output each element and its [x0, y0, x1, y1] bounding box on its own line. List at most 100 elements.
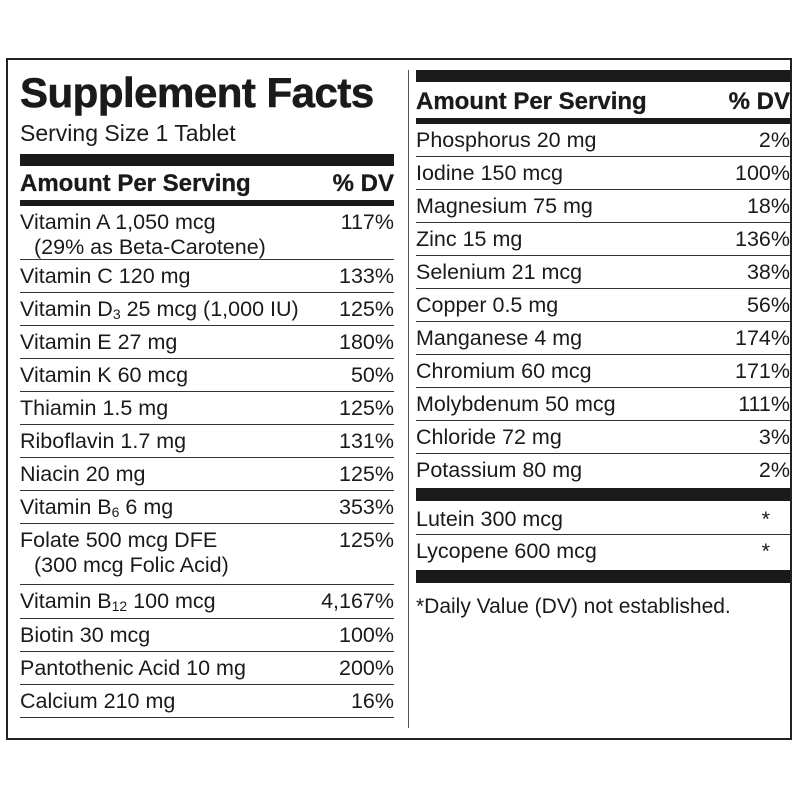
nutrient-dv: 2%	[758, 128, 790, 152]
nutrient-row: Vitamin E 27 mg 180%	[20, 326, 394, 359]
nutrient-dv: 125%	[339, 297, 394, 321]
nutrient-row: Vitamin C 120 mg 133%	[20, 260, 394, 293]
nutrient-dv: 100%	[735, 161, 790, 185]
nutrient-name: Vitamin K 60 mcg	[20, 363, 189, 387]
nutrient-dv: 111%	[738, 392, 790, 416]
thick-rule	[416, 70, 790, 82]
nutrient-dv: 56%	[746, 293, 790, 317]
nutrient-row: Iodine 150 mcg 100%	[416, 157, 790, 190]
nutrient-row: Molybdenum 50 mcg 111%	[416, 388, 790, 421]
nutrient-dv: 16%	[350, 689, 394, 713]
nutrient-name: Vitamin B6 6 mg	[20, 495, 174, 520]
nutrient-row: Vitamin A 1,050 mcg (29% as Beta-Caroten…	[20, 206, 394, 260]
nutrient-dv: 117%	[340, 210, 394, 234]
nutrient-row: Chromium 60 mcg 171%	[416, 355, 790, 388]
nutrient-row: Calcium 210 mg 16%	[20, 685, 394, 718]
amount-header: Amount Per Serving	[20, 170, 251, 197]
nutrient-name: Manganese 4 mg	[416, 326, 583, 350]
nutrient-dv: 125%	[339, 528, 394, 552]
nutrient-row: Vitamin D3 25 mcg (1,000 IU) 125%	[20, 293, 394, 326]
nutrient-dv: 50%	[350, 363, 394, 387]
nutrient-row: Selenium 21 mcg 38%	[416, 256, 790, 289]
column-header: Amount Per Serving % DV	[20, 166, 394, 200]
nutrient-row: Vitamin B12 100 mcg 4,167%	[20, 585, 394, 619]
nutrient-name: Niacin 20 mg	[20, 462, 146, 486]
nutrient-row: Potassium 80 mg 2%	[416, 454, 790, 485]
medium-rule	[20, 200, 394, 206]
nutrient-name: Riboflavin 1.7 mg	[20, 429, 187, 453]
right-column: Amount Per Serving % DV Phosphorus 20 mg…	[416, 60, 790, 619]
ingredient-name: Lutein 300 mcg	[416, 507, 564, 531]
nutrient-name: Potassium 80 mg	[416, 458, 583, 482]
dv-header: % DV	[332, 170, 394, 197]
serving-size: Serving Size 1 Tablet	[20, 120, 236, 146]
thick-rule	[20, 154, 394, 166]
nutrient-row: Thiamin 1.5 mg 125%	[20, 392, 394, 425]
other-ingredient-row: Lycopene 600 mcg *	[416, 535, 790, 568]
nutrient-name: Vitamin B12 100 mcg	[20, 589, 216, 614]
ingredient-dv: *	[761, 539, 770, 563]
nutrient-dv: 174%	[735, 326, 790, 350]
amount-header: Amount Per Serving	[416, 88, 647, 115]
other-ingredient-row: Lutein 300 mcg *	[416, 501, 790, 535]
nutrient-dv: 131%	[339, 429, 394, 453]
nutrient-dv: 200%	[339, 656, 394, 680]
supplement-facts-panel: Supplement Facts Serving Size 1 Tablet A…	[6, 58, 792, 740]
nutrient-dv: 18%	[746, 194, 790, 218]
nutrient-name: Molybdenum 50 mcg	[416, 392, 616, 416]
nutrient-name: Vitamin C 120 mg	[20, 264, 191, 288]
nutrient-name: Chloride 72 mg	[416, 425, 562, 449]
ingredient-dv: *	[761, 507, 770, 531]
nutrient-name: Pantothenic Acid 10 mg	[20, 656, 246, 680]
nutrient-dv: 353%	[339, 495, 394, 519]
thick-rule	[416, 570, 790, 583]
nutrient-dv: 4,167%	[321, 589, 394, 613]
nutrient-row: Pantothenic Acid 10 mg 200%	[20, 652, 394, 685]
nutrient-name: Magnesium 75 mg	[416, 194, 593, 218]
nutrient-row: Riboflavin 1.7 mg 131%	[20, 425, 394, 458]
nutrient-name: Calcium 210 mg	[20, 689, 176, 713]
nutrient-name: Vitamin E 27 mg	[20, 330, 178, 354]
nutrient-row: Zinc 15 mg 136%	[416, 223, 790, 256]
nutrient-row: Chloride 72 mg 3%	[416, 421, 790, 454]
nutrient-name: Iodine 150 mcg	[416, 161, 564, 185]
nutrient-name: Vitamin A 1,050 mcg	[20, 210, 216, 234]
panel-title: Supplement Facts	[20, 69, 375, 116]
nutrient-row: Biotin 30 mcg 100%	[20, 619, 394, 652]
ingredient-name: Lycopene 600 mcg	[416, 539, 597, 563]
nutrient-subnote: (300 mcg Folic Acid)	[34, 553, 229, 577]
nutrient-row: Niacin 20 mg 125%	[20, 458, 394, 491]
nutrient-dv: 171%	[735, 359, 790, 383]
nutrient-dv: 136%	[735, 227, 790, 251]
nutrient-dv: 125%	[339, 396, 394, 420]
nutrient-dv: 180%	[339, 330, 394, 354]
nutrient-dv: 125%	[339, 462, 394, 486]
nutrient-name: Thiamin 1.5 mg	[20, 396, 169, 420]
nutrient-dv: 3%	[758, 425, 790, 449]
dv-header: % DV	[728, 88, 790, 115]
nutrient-subnote: (29% as Beta-Carotene)	[34, 235, 266, 259]
nutrient-row: Manganese 4 mg 174%	[416, 322, 790, 355]
footnote: *Daily Value (DV) not established.	[416, 595, 731, 618]
nutrient-row: Folate 500 mcg DFE (300 mcg Folic Acid) …	[20, 524, 394, 585]
nutrient-name: Folate 500 mcg DFE	[20, 528, 218, 552]
nutrient-name: Copper 0.5 mg	[416, 293, 559, 317]
nutrient-row: Vitamin B6 6 mg 353%	[20, 491, 394, 524]
nutrient-name: Selenium 21 mcg	[416, 260, 583, 284]
nutrient-row: Magnesium 75 mg 18%	[416, 190, 790, 223]
nutrient-dv: 2%	[758, 458, 790, 482]
nutrient-row: Copper 0.5 mg 56%	[416, 289, 790, 322]
nutrient-dv: 133%	[339, 264, 394, 288]
nutrient-name: Biotin 30 mcg	[20, 623, 151, 647]
thick-rule	[416, 488, 790, 501]
left-column: Supplement Facts Serving Size 1 Tablet A…	[20, 60, 394, 718]
nutrient-dv: 100%	[339, 623, 394, 647]
nutrient-name: Chromium 60 mcg	[416, 359, 592, 383]
nutrient-row: Phosphorus 20 mg 2%	[416, 124, 790, 157]
column-divider	[408, 70, 409, 728]
column-header: Amount Per Serving % DV	[416, 82, 790, 118]
medium-rule	[416, 118, 790, 124]
nutrient-dv: 38%	[746, 260, 790, 284]
nutrient-row: Vitamin K 60 mcg 50%	[20, 359, 394, 392]
nutrient-name: Vitamin D3 25 mcg (1,000 IU)	[20, 297, 299, 322]
